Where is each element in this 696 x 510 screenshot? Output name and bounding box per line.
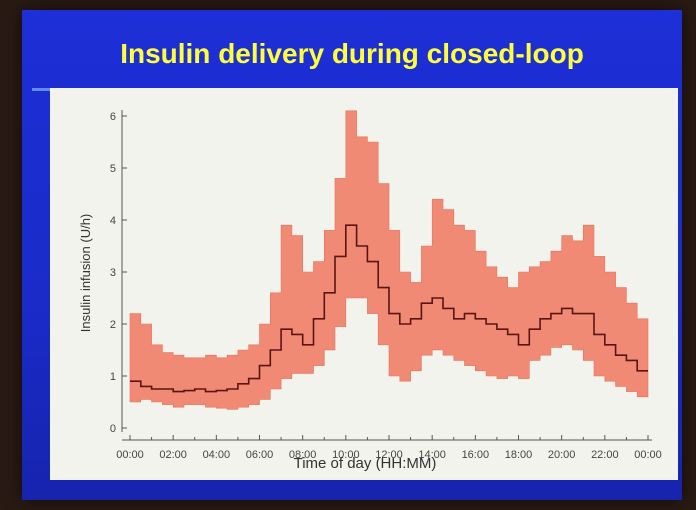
x-tick-label: 10:00 xyxy=(332,449,360,461)
y-tick-label: 5 xyxy=(110,163,116,175)
y-tick-label: 0 xyxy=(110,423,116,435)
slide-title: Insulin delivery during closed-loop xyxy=(120,38,584,69)
y-tick-label: 1 xyxy=(110,371,116,383)
y-tick-label: 4 xyxy=(110,215,116,227)
median-layer xyxy=(130,224,648,393)
y-tick-label: 3 xyxy=(110,267,116,279)
insulin-chart: 0 1 2 3 4 5 6 00:00 02:00 04:00 06:00 08:00 10:00 12:… xyxy=(78,110,662,472)
x-tick-label: 16:00 xyxy=(462,449,490,461)
x-tick-label: 12:00 xyxy=(375,449,403,461)
x-tick-label: 02:00 xyxy=(159,449,187,461)
x-tick-label: 22:00 xyxy=(591,449,619,461)
x-tick-label: 00:00 xyxy=(634,449,662,461)
x-tick-label: 20:00 xyxy=(548,449,576,461)
x-axis-label: Time of day (HH:MM) xyxy=(294,455,437,472)
iqr-band xyxy=(129,110,649,410)
x-tick-label: 00:00 xyxy=(116,449,144,461)
y-tick-label: 2 xyxy=(110,319,116,331)
chart-panel: 0 1 2 3 4 5 6 00:00 02:00 04:00 06:00 08:00 10:00 12:… xyxy=(50,88,678,480)
slide: Insulin delivery during closed-loop 0 1 2 3… xyxy=(22,10,682,500)
y-axis-label: Insulin infusion (U/h) xyxy=(78,214,93,333)
x-tick-label: 04:00 xyxy=(203,449,231,461)
band-layer xyxy=(129,110,649,410)
label-layer: Time of day (HH:MM) Insulin infusion (U/… xyxy=(78,214,436,472)
x-tick-label: 18:00 xyxy=(505,449,533,461)
x-tick-label: 06:00 xyxy=(246,449,274,461)
x-tick-label: 14:00 xyxy=(418,449,446,461)
axis-layer: 0 1 2 3 4 5 6 00:00 02:00 04:00 06:00 08:00 10:00 12:… xyxy=(110,110,662,461)
y-tick-label: 6 xyxy=(110,111,116,123)
x-tick-label: 08:00 xyxy=(289,449,317,461)
median-line xyxy=(130,224,648,393)
